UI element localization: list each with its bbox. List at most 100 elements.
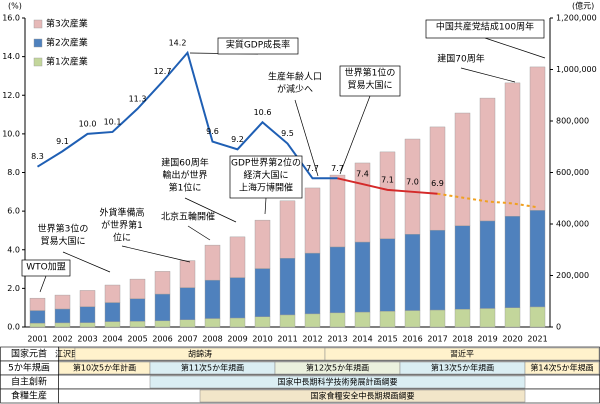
bar-segment	[429, 126, 446, 231]
bar-segment	[504, 216, 521, 308]
bar-segment	[254, 268, 271, 317]
x-tick-label: 2005	[127, 335, 147, 344]
bar-segment	[454, 112, 471, 227]
y2-tick-label: 1,000,000	[556, 65, 597, 74]
x-tick-label: 2007	[177, 335, 197, 344]
bar-segment	[154, 293, 171, 322]
legend-label: 第1次産業	[46, 56, 88, 68]
y-tick-label: 10.0	[2, 129, 20, 138]
timeline-span-label: 第11次5か年規画	[181, 363, 244, 373]
line	[337, 177, 438, 195]
annotation: が減少へ	[277, 83, 313, 95]
annotation: WTO加盟	[26, 262, 65, 273]
bar-segment	[79, 306, 96, 323]
annotation: 世界第3位の	[38, 223, 89, 235]
bar-segment	[454, 225, 471, 310]
x-tick-label: 2001	[27, 335, 47, 344]
bar-segment	[229, 277, 246, 319]
bar-segment	[379, 238, 396, 312]
y2-tick-label: 200,000	[556, 271, 589, 280]
line	[36, 50, 338, 180]
timeline-row-label: 国家元首	[11, 348, 47, 360]
bar-segment	[254, 219, 271, 269]
callout-leader	[294, 99, 319, 177]
data-label: 7.7	[331, 164, 344, 173]
callout-box	[339, 65, 401, 97]
callout-box	[425, 19, 545, 39]
x-tick-label: 2004	[102, 335, 122, 344]
bar-segment	[29, 322, 46, 328]
y2-tick-label: 1,200,000	[556, 14, 597, 23]
bar-segment	[479, 308, 496, 328]
timeline-span-label: 第13次5か年規画	[431, 363, 494, 373]
y2-tick-label: 0	[556, 323, 561, 332]
bar-segment	[504, 307, 521, 328]
series-callout: 実質GDP成長率	[226, 39, 290, 51]
bar-segment	[79, 290, 96, 307]
bar-segment	[504, 82, 521, 217]
bar-segment	[304, 313, 321, 328]
x-tick-label: 2010	[252, 335, 272, 344]
bar-segment	[404, 234, 421, 311]
annotation: GDP世界第2位の	[231, 157, 301, 169]
data-label: 10.6	[254, 108, 272, 117]
timeline-span-label: 胡錦涛	[188, 349, 212, 359]
callout-leader	[264, 197, 267, 215]
bar-segment	[404, 310, 421, 328]
y-tick-label: 8.0	[7, 168, 20, 177]
data-label: 8.3	[31, 152, 44, 161]
bar-segment	[29, 310, 46, 324]
callout-leader	[187, 225, 211, 241]
annotation: 外貨準備高	[99, 207, 144, 219]
bar-segment	[154, 271, 171, 295]
callout-leader	[184, 197, 237, 223]
x-tick-label: 2016	[402, 335, 422, 344]
annotation: 貿易大国に	[40, 235, 85, 247]
timeline-span	[199, 389, 526, 403]
data-label: 10.0	[79, 119, 97, 128]
y-tick-label: 16.0	[2, 14, 20, 23]
x-tick-label: 2017	[427, 335, 447, 344]
y-tick-label: 2.0	[7, 284, 20, 293]
bar-segment	[529, 306, 546, 328]
legend-swatch	[33, 57, 43, 67]
callout-leader	[484, 37, 546, 59]
y-tick-label: 4.0	[7, 245, 20, 254]
data-label: 9.2	[231, 135, 244, 144]
timeline-span	[524, 361, 600, 375]
annotation: 第1位に	[169, 182, 202, 194]
annotation: 中国共産党結成100周年	[436, 21, 534, 33]
data-label: 7.0	[406, 177, 419, 186]
y2-tick-label: 800,000	[556, 117, 589, 126]
annotation: 位に	[113, 232, 131, 244]
bar-segment	[204, 244, 221, 281]
timeline-span-label: 国家中長期科学技術発展計画綱要	[278, 377, 398, 387]
bar-segment	[379, 311, 396, 328]
bar-segment	[29, 297, 46, 311]
data-label: 10.1	[104, 117, 122, 126]
y-tick-label: 12.0	[2, 91, 20, 100]
bar-segment	[104, 302, 121, 322]
timeline-span-label: 第14次5か年規画	[530, 363, 593, 373]
x-tick-label: 2020	[502, 335, 522, 344]
bar-segment	[479, 220, 496, 309]
bar-segment	[454, 309, 471, 328]
annotation: 経済大国に	[243, 169, 288, 181]
bar-segment	[54, 308, 71, 324]
annotation: 建国60周年	[161, 157, 208, 169]
callout-box	[229, 155, 303, 199]
x-tick-label: 2006	[152, 335, 172, 344]
bar-segment	[354, 311, 371, 328]
bar-segment	[154, 320, 171, 328]
x-tick-label: 2018	[452, 335, 472, 344]
bar-segment	[79, 322, 96, 328]
x-tick-label: 2012	[302, 335, 322, 344]
callout-leader	[62, 251, 111, 273]
x-tick-label: 2009	[227, 335, 247, 344]
bar-segment	[354, 241, 371, 313]
bar-segment	[229, 236, 246, 278]
legend-swatch	[33, 19, 43, 29]
bar-segment	[54, 322, 71, 328]
timeline-span-label: 第12次5か年規画	[306, 363, 369, 373]
bar-segment	[229, 317, 246, 328]
